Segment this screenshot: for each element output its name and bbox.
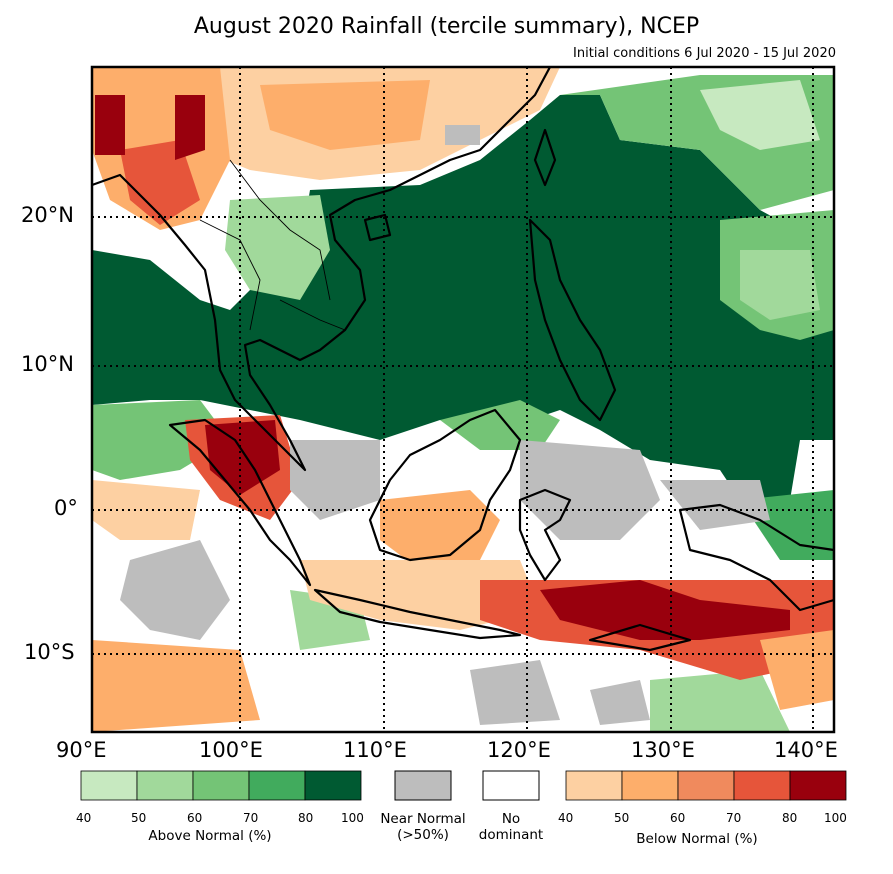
above-normal-indochina-light — [225, 195, 330, 300]
legend-above-bar — [80, 770, 362, 801]
above-tick-80: 80 — [298, 811, 314, 825]
below-swatch-0 — [565, 770, 623, 801]
above-caption: Above Normal (%) — [148, 828, 272, 844]
near-normal-moluccas — [520, 440, 660, 540]
above-swatch-2 — [192, 770, 250, 801]
country-borders — [199, 159, 346, 331]
below-swatch-1 — [621, 770, 679, 801]
below-caption: Below Normal (%) — [636, 831, 758, 847]
above-swatch-1 — [136, 770, 194, 801]
coast-mainland — [92, 67, 551, 472]
coastlines — [92, 67, 834, 652]
lat-label-10n: 10°N — [21, 352, 74, 376]
below-swatch-3 — [733, 770, 791, 801]
graticule — [92, 67, 834, 732]
above-normal-light-ne — [700, 80, 820, 150]
map-subtitle: Initial conditions 6 Jul 2020 - 15 Jul 2… — [573, 46, 836, 61]
above-swatch-4 — [304, 770, 362, 801]
above-tick-50: 50 — [131, 811, 147, 825]
below-tick-60: 60 — [670, 811, 686, 825]
above-swatch-0 — [80, 770, 138, 801]
below-tick-80: 80 — [782, 811, 798, 825]
below-normal-myanmar-extreme — [95, 95, 205, 160]
below-normal-sw-ocean — [92, 640, 260, 732]
below-normal-north-medium — [260, 80, 430, 150]
map-frame — [90, 65, 836, 734]
coast-philippines — [528, 218, 617, 422]
legend-near-swatch — [394, 770, 452, 801]
coast-timor — [588, 623, 692, 652]
coast-sulawesi — [518, 488, 572, 582]
above-tick-60: 60 — [187, 811, 203, 825]
legend-below-bar — [565, 770, 847, 801]
lat-label-eq: 0° — [54, 496, 78, 520]
coast-sumatra — [168, 418, 312, 587]
lon-label-130: 130°E — [631, 738, 695, 762]
lon-label-120: 120°E — [487, 738, 551, 762]
legend-none-swatch — [482, 770, 540, 801]
below-tick-70: 70 — [726, 811, 742, 825]
coast-borneo — [368, 408, 522, 562]
near-normal-indian-ocean — [120, 540, 230, 640]
above-tick-40: 40 — [76, 811, 92, 825]
lon-label-140: 140°E — [774, 738, 838, 762]
below-normal-sumatra-extreme — [205, 420, 280, 495]
near-caption: Near Normal (>50%) — [380, 811, 466, 843]
above-normal-sulawesi — [440, 400, 560, 450]
above-swatch-3 — [248, 770, 306, 801]
coast-java — [313, 588, 522, 640]
coast-png — [678, 503, 834, 612]
lon-label-100: 100°E — [199, 738, 263, 762]
none-caption: No dominant — [478, 811, 544, 843]
coast-taiwan — [533, 128, 557, 187]
near-normal-south — [470, 660, 650, 725]
above-normal-light-east — [740, 250, 820, 320]
lat-label-10s: 10°S — [24, 640, 75, 664]
lat-label-20n: 20°N — [21, 203, 74, 227]
below-tick-50: 50 — [614, 811, 630, 825]
below-normal-banda-extreme — [540, 580, 790, 640]
near-normal-north — [445, 125, 480, 145]
below-swatch-2 — [677, 770, 735, 801]
lon-label-110: 110°E — [343, 738, 407, 762]
above-tick-100: 100 — [341, 811, 364, 825]
tercile-field — [92, 67, 834, 732]
below-normal-far-se — [760, 630, 834, 710]
near-normal-borneo — [290, 440, 380, 520]
above-tick-70: 70 — [243, 811, 259, 825]
below-normal-myanmar-strong — [120, 140, 200, 225]
above-normal-south-light — [650, 670, 790, 732]
below-tick-40: 40 — [558, 811, 574, 825]
lon-label-90: 90°E — [56, 738, 107, 762]
map-title: August 2020 Rainfall (tercile summary), … — [193, 14, 700, 39]
below-tick-100: 100 — [824, 811, 847, 825]
below-swatch-4 — [789, 770, 847, 801]
above-normal-strong-region — [92, 95, 834, 500]
coast-hainan — [363, 213, 392, 242]
